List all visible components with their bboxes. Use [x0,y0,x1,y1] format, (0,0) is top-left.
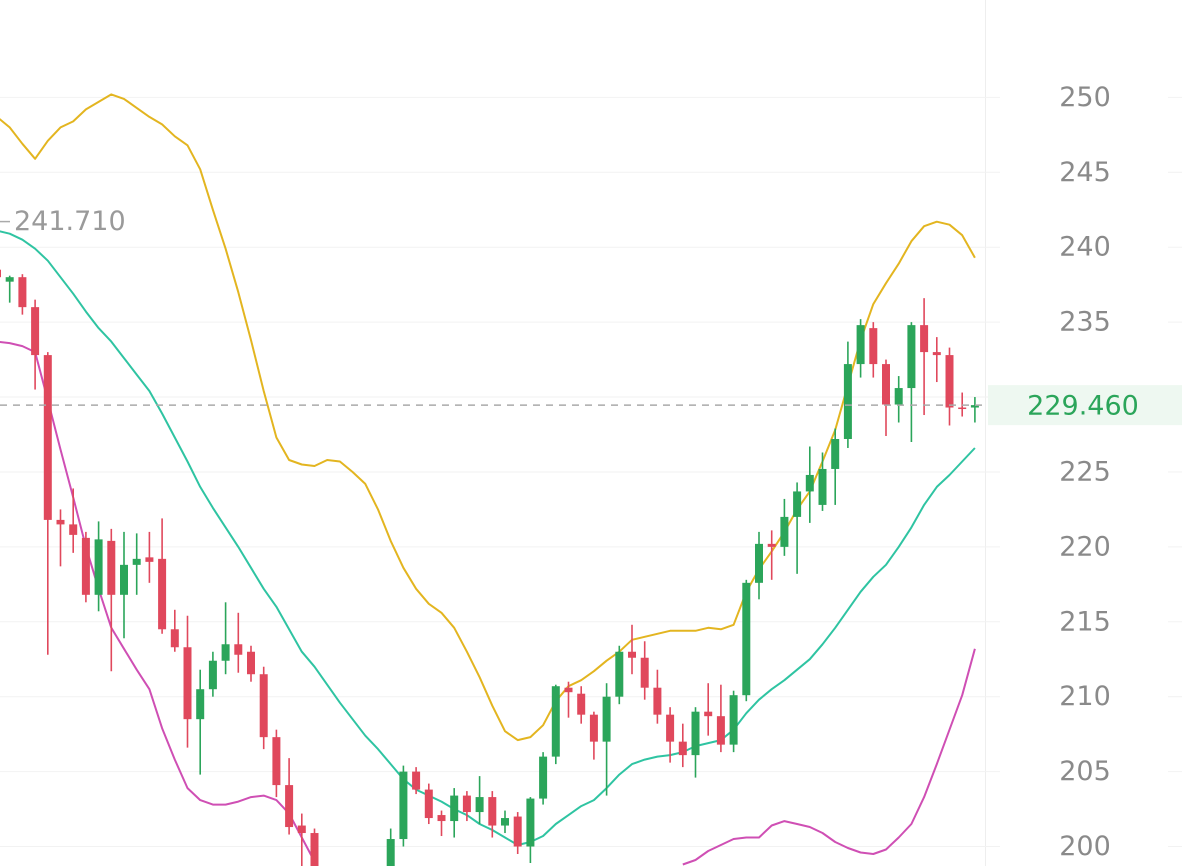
candle-body [869,328,878,365]
y-tick-label: 210 [1059,681,1111,712]
candle-body [704,711,713,717]
candle-body [945,355,954,408]
candle-body [818,468,827,505]
candle-body [285,785,294,828]
candle-body [666,714,675,742]
candle-body [970,405,979,408]
candle-body [843,364,852,439]
candle-body [221,644,230,661]
candle-body [882,364,890,405]
candle-body [132,558,141,565]
candle-body [920,325,929,353]
candle-body [577,693,586,715]
candle-body [0,269,1,278]
candle-body [424,789,433,819]
candle-body [716,716,725,745]
candle-body [589,714,598,742]
y-tick-label: 200 [1059,831,1111,862]
candle-body [450,795,459,822]
grid [0,96,1182,848]
candle-body [183,647,192,720]
candle-body [120,564,128,595]
candle-body [297,825,306,834]
candle-body [107,540,116,595]
candle-body [437,815,446,822]
candle-body [310,833,319,866]
candle-body [501,818,509,826]
candle-body [602,696,611,742]
candle-body [767,543,776,547]
candle-body [43,355,52,520]
candle-body [513,816,522,847]
overlay: 200205210215220225230235240245250229.460… [0,82,1182,862]
y-tick-label: 250 [1059,82,1111,113]
candle-body [158,558,167,630]
candle-body [691,711,700,756]
y-tick-label: 205 [1059,756,1111,787]
candle-body [386,839,395,866]
last-price-label: 229.460 [1027,391,1139,422]
candle-body [628,651,636,658]
y-tick-label: 235 [1059,307,1111,338]
candle-body [958,407,967,410]
candle-body [729,695,738,745]
candle-body [145,557,154,562]
candle-body [208,660,217,690]
candle-body [81,537,90,595]
candle-body [94,539,103,595]
candle-body [755,543,763,583]
band-line [0,230,976,846]
y-tick-label: 215 [1059,606,1111,637]
candle-body [856,325,865,365]
candle-body [272,737,281,786]
candle-body [247,651,255,675]
candle-body [399,771,408,840]
candle-body [640,657,649,688]
candle-body [742,582,751,696]
candle-body [234,644,243,655]
candle-body [5,277,14,282]
candle-body [196,689,205,720]
candle-body [539,756,548,799]
candle-body [653,687,662,715]
y-tick-label: 220 [1059,531,1111,562]
plot-area [0,93,985,866]
candle-body [488,797,497,826]
candle-body [69,524,78,535]
candle-body [259,674,268,738]
candle-body [462,795,471,813]
high-marker-label: 241.710 [14,206,126,237]
candle-body [932,352,941,356]
candle-body [412,771,421,790]
candle-body [564,687,573,693]
candle-body [678,741,687,756]
y-tick-label: 225 [1059,456,1111,487]
candle-body [31,307,40,356]
candle-body [551,686,560,757]
candle-body [56,519,65,525]
candle-body [615,651,624,697]
candle-body [793,491,802,517]
last-price-box [988,385,1182,426]
candle-body [831,438,840,469]
candle-body [907,325,916,389]
y-tick-label: 240 [1059,232,1111,263]
candle-body [170,629,179,648]
y-tick-label: 245 [1059,157,1111,188]
candle-body [894,388,903,405]
candle-body [780,516,789,547]
candle-body [475,797,484,813]
candle-body [526,798,535,847]
candle-body [18,277,27,308]
candle-body [805,474,814,492]
